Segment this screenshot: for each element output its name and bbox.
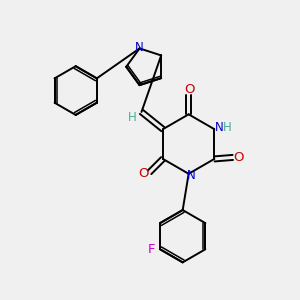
Text: O: O — [184, 82, 195, 96]
Text: H: H — [223, 121, 231, 134]
Text: F: F — [148, 243, 155, 256]
Text: O: O — [138, 167, 149, 180]
Text: N: N — [135, 41, 144, 54]
Text: H: H — [128, 111, 136, 124]
Text: N: N — [214, 121, 223, 134]
Text: N: N — [187, 169, 195, 182]
Text: O: O — [233, 151, 244, 164]
